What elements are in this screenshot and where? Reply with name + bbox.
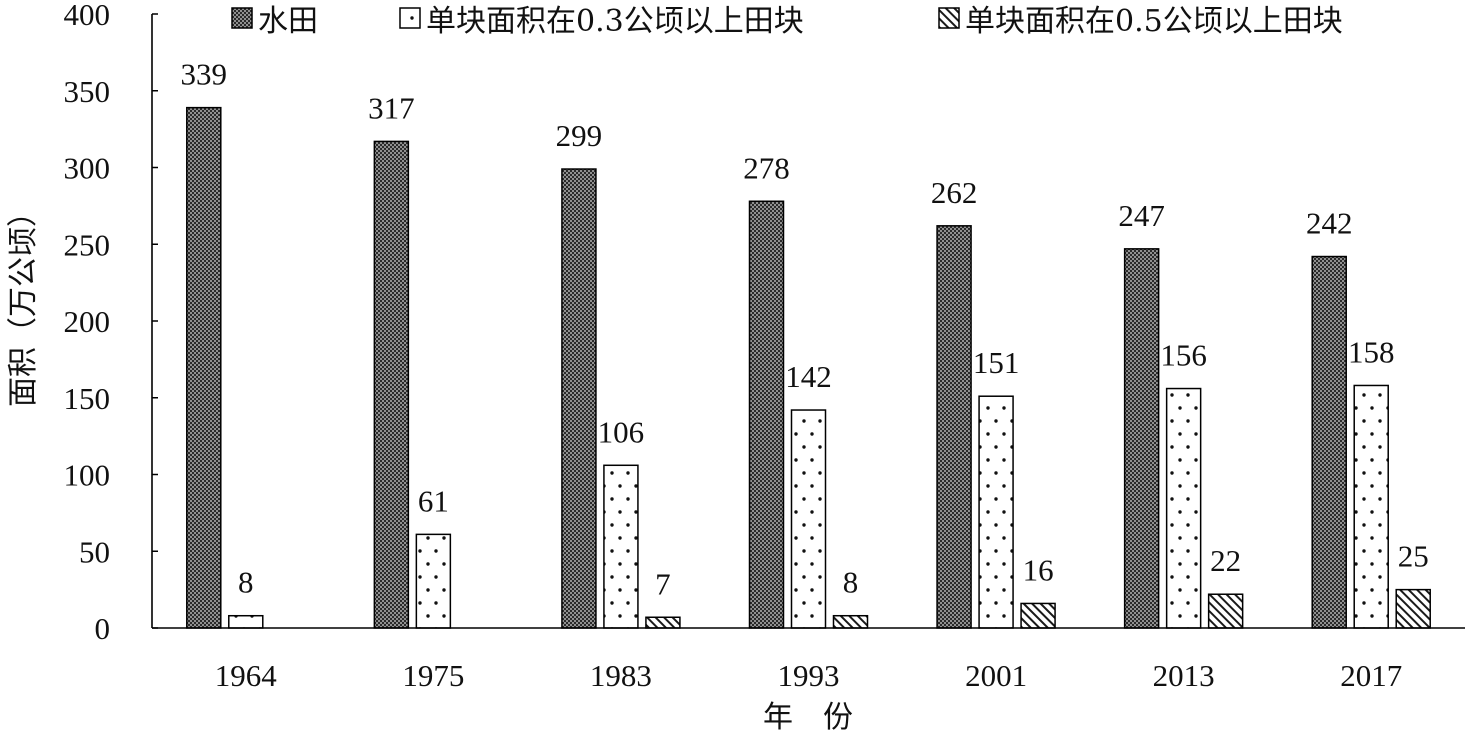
bar-plots-over-0-5-ha-2017	[1395, 588, 1431, 629]
data-label-plots-over-0-5-ha-1983: 7	[655, 566, 671, 601]
bar-paddy-field-1975	[373, 140, 410, 629]
data-label-plots-over-0-3-ha-2017: 158	[1348, 334, 1395, 369]
y-ticks: 0 50 100 150 200 250 300 350 400	[64, 0, 158, 646]
legend-item-plots-over-0-3-ha: 单块面积在0.3公顷以上田块	[399, 4, 804, 39]
legend-label-paddy-field: 水田	[258, 4, 318, 39]
data-label-plots-over-0-5-ha-2017: 25	[1398, 539, 1429, 574]
data-label-paddy-field-2017: 242	[1306, 206, 1353, 241]
x-tick-label-1983: 1983	[590, 658, 652, 693]
x-axis-label: 年 份	[763, 700, 853, 733]
bar-plots-over-0-3-ha-1964	[228, 614, 264, 629]
bar-plots-over-0-3-ha-1975	[415, 533, 452, 629]
y-tick-label-0: 0	[95, 611, 111, 646]
bar-plots-over-0-5-ha-2013	[1207, 593, 1244, 629]
data-label-plots-over-0-5-ha-1993: 8	[843, 565, 859, 600]
x-tick-label-2017: 2017	[1340, 658, 1402, 693]
data-label-paddy-field-1993: 278	[743, 150, 790, 185]
legend: 水田 单块面积在0.3公顷以上田块 单块面积在0.5公顷以上田块	[231, 4, 1343, 39]
x-tick-label-1975: 1975	[402, 658, 464, 693]
legend-item-plots-over-0-5-ha: 单块面积在0.5公顷以上田块	[938, 4, 1343, 39]
y-tick-label-400: 400	[64, 0, 111, 32]
x-tick-label-1993: 1993	[778, 658, 840, 693]
x-tick-label-2001: 2001	[965, 658, 1027, 693]
data-label-plots-over-0-3-ha-1993: 142	[785, 359, 832, 394]
data-label-paddy-field-2001: 262	[931, 175, 978, 210]
bar-plots-over-0-5-ha-1993	[832, 614, 869, 629]
y-tick-label-150: 150	[64, 381, 111, 416]
bar-plots-over-0-3-ha-1983	[603, 464, 639, 629]
y-tick-label-200: 200	[64, 304, 111, 339]
y-tick-label-250: 250	[64, 227, 111, 262]
bar-paddy-field-2017	[1311, 255, 1347, 629]
data-label-plots-over-0-5-ha-2001: 16	[1023, 552, 1054, 587]
bar-plots-over-0-3-ha-2017	[1353, 384, 1389, 629]
bar-plots-over-0-3-ha-1993	[790, 409, 827, 629]
bar-paddy-field-2001	[936, 225, 972, 629]
legend-swatch-paddy-field	[231, 7, 253, 29]
x-tick-labels: 1964 1975 1983 1993 2001 2013 2017	[215, 658, 1402, 693]
x-tick-label-2013: 2013	[1153, 658, 1215, 693]
bar-plots-over-0-5-ha-1983	[645, 616, 681, 629]
data-label-plots-over-0-3-ha-1983: 106	[598, 414, 645, 449]
bar-plots-over-0-5-ha-2001	[1020, 602, 1056, 629]
data-label-paddy-field-1983: 299	[556, 118, 603, 153]
bars	[186, 106, 1431, 629]
data-label-plots-over-0-3-ha-1964: 8	[238, 565, 254, 600]
y-tick-label-100: 100	[64, 458, 111, 493]
data-label-plots-over-0-3-ha-1975: 61	[418, 483, 449, 518]
data-label-plots-over-0-3-ha-2013: 156	[1160, 338, 1207, 373]
data-label-paddy-field-1964: 339	[181, 57, 228, 92]
data-labels: 339 317 299 278 262 247 242 8 61 106 142 151 156 158 7…	[181, 57, 1429, 602]
bar-paddy-field-2013	[1123, 248, 1160, 629]
legend-swatch-plots-over-0-5-ha	[938, 7, 960, 29]
bar-paddy-field-1983	[561, 168, 597, 629]
legend-item-paddy-field: 水田	[231, 4, 318, 39]
y-tick-label-50: 50	[79, 534, 110, 569]
bar-plots-over-0-3-ha-2001	[978, 395, 1014, 629]
y-tick-label-350: 350	[64, 74, 111, 109]
y-axis-label: 面积（万公顷）	[6, 197, 41, 407]
legend-swatch-plots-over-0-3-ha	[399, 7, 421, 29]
data-label-paddy-field-2013: 247	[1118, 198, 1165, 233]
bar-paddy-field-1964	[186, 106, 222, 629]
legend-label-plots-over-0-5-ha: 单块面积在0.5公顷以上田块	[965, 4, 1343, 39]
legend-label-plots-over-0-3-ha: 单块面积在0.3公顷以上田块	[426, 4, 804, 39]
data-label-paddy-field-1975: 317	[368, 90, 415, 125]
data-label-plots-over-0-5-ha-2013: 22	[1210, 543, 1241, 578]
x-tick-label-1964: 1964	[215, 658, 278, 693]
data-label-plots-over-0-3-ha-2001: 151	[973, 345, 1020, 380]
bar-plots-over-0-3-ha-2013	[1165, 387, 1202, 629]
bar-paddy-field-1993	[748, 200, 785, 629]
y-tick-label-300: 300	[64, 151, 111, 186]
